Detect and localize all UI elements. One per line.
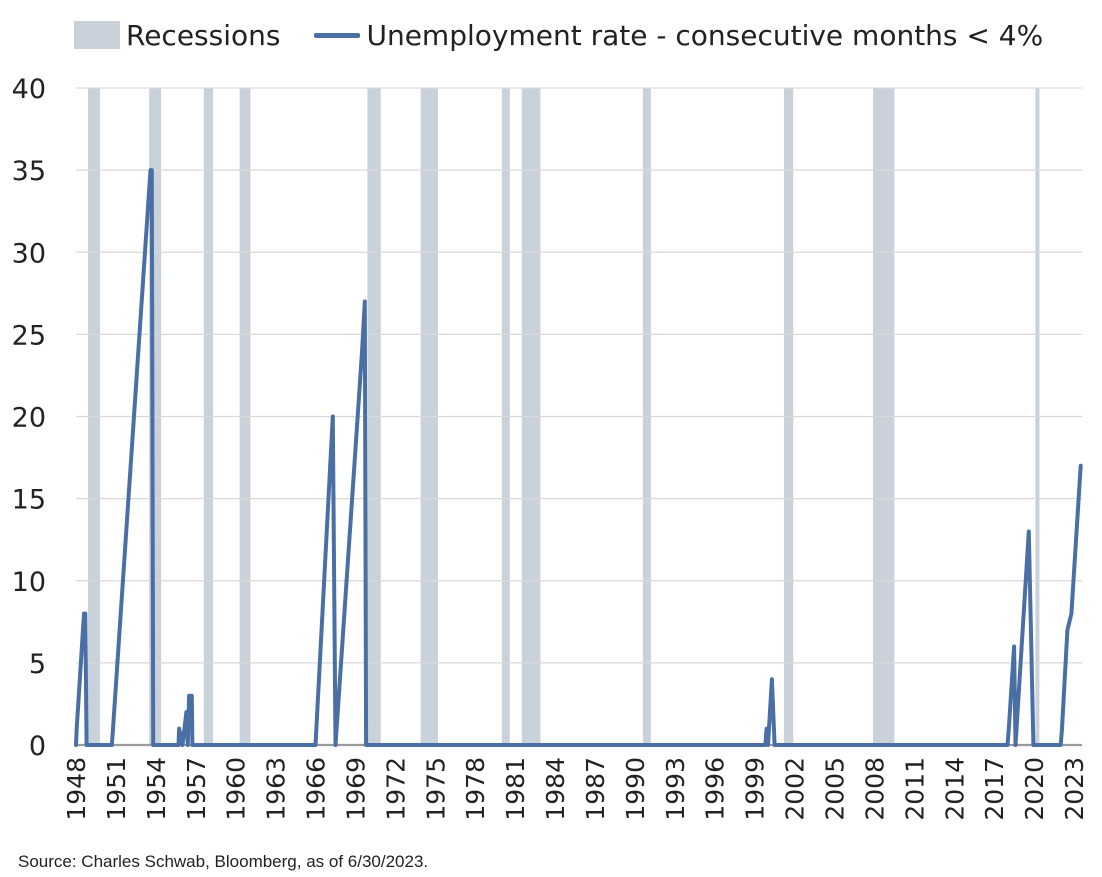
y-tick-label: 35 bbox=[12, 156, 46, 187]
x-tick-label: 2017 bbox=[980, 757, 1009, 821]
x-tick-label: 1966 bbox=[302, 757, 331, 821]
y-tick-label: 25 bbox=[12, 320, 46, 351]
gridlines bbox=[76, 87, 1082, 747]
x-tick-label: 1972 bbox=[381, 757, 410, 821]
x-tick-label: 2014 bbox=[940, 757, 969, 821]
legend-recessions-swatch bbox=[74, 21, 120, 49]
x-tick-label: 1984 bbox=[541, 757, 570, 821]
x-tick-label: 1969 bbox=[341, 757, 370, 821]
x-tick-label: 1960 bbox=[222, 757, 251, 821]
legend: Recessions Unemployment rate - consecuti… bbox=[74, 16, 1043, 54]
x-tick-label: 2008 bbox=[860, 757, 889, 821]
y-tick-label: 10 bbox=[12, 567, 46, 598]
x-tick-label: 1981 bbox=[501, 757, 530, 821]
y-tick-label: 5 bbox=[29, 649, 46, 680]
x-tick-label: 1990 bbox=[621, 757, 650, 821]
legend-line-swatch bbox=[314, 32, 361, 38]
y-tick-label: 30 bbox=[12, 238, 46, 269]
x-tick-label: 1954 bbox=[142, 757, 171, 821]
y-tick-label: 15 bbox=[12, 485, 46, 516]
x-tick-label: 2005 bbox=[820, 757, 849, 821]
x-tick-label: 1957 bbox=[182, 757, 211, 821]
x-tick-label: 1963 bbox=[262, 757, 291, 821]
legend-line-label: Unemployment rate - consecutive months <… bbox=[366, 18, 1044, 52]
x-axis-ticks: 1948 1951 1954 1957 1960 1963 1966 1969 1972 1975… bbox=[62, 757, 1089, 821]
x-tick-label: 2002 bbox=[781, 757, 810, 821]
x-tick-label: 2020 bbox=[1020, 757, 1049, 821]
source-note: Source: Charles Schwab, Bloomberg, as of… bbox=[18, 852, 429, 871]
unemployment-series-line bbox=[74, 168, 1083, 747]
x-tick-label: 1978 bbox=[461, 757, 490, 821]
x-tick-label: 2011 bbox=[900, 757, 929, 821]
x-tick-label: 2023 bbox=[1060, 757, 1089, 821]
x-tick-label: 1993 bbox=[661, 757, 690, 821]
y-tick-label: 20 bbox=[12, 403, 46, 434]
legend-recessions-label: Recessions bbox=[126, 18, 281, 52]
x-tick-label: 1999 bbox=[741, 757, 770, 821]
x-tick-label: 1996 bbox=[701, 757, 730, 821]
x-tick-label: 1948 bbox=[62, 757, 91, 821]
x-tick-label: 1987 bbox=[581, 757, 610, 821]
y-axis-ticks: 0 5 10 15 20 25 30 35 40 bbox=[12, 74, 46, 762]
x-tick-label: 1975 bbox=[421, 757, 450, 821]
y-tick-label: 0 bbox=[29, 731, 46, 762]
x-tick-label: 1951 bbox=[102, 757, 131, 821]
y-tick-label: 40 bbox=[12, 74, 46, 105]
